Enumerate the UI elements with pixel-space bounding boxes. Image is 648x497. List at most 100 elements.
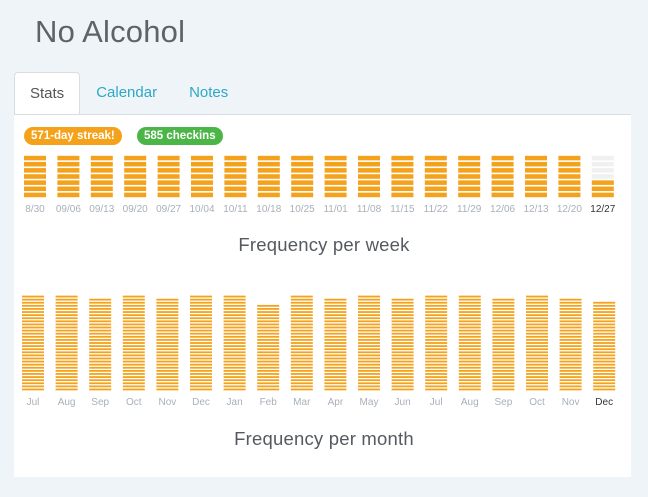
bar-segment [290, 366, 313, 369]
bar-segment [257, 314, 280, 317]
bar-segment [391, 369, 414, 372]
bar-segment [491, 192, 514, 198]
bar-segment [558, 180, 581, 185]
bar-segment [55, 366, 78, 369]
bar-segment [191, 155, 213, 161]
bar-segment [124, 192, 147, 198]
bar-segment [525, 161, 547, 167]
bar-segment [492, 320, 515, 323]
bar-segment [492, 345, 515, 347]
bar-segment [122, 326, 145, 329]
bar-segment [223, 354, 246, 357]
bar-segment [358, 180, 380, 185]
bar-1-5 [190, 295, 212, 391]
bar-segment [491, 180, 514, 185]
bar-1-15 [526, 295, 548, 391]
bar-segment [257, 388, 280, 391]
bar-segment [391, 308, 414, 310]
bar-segment [492, 308, 515, 310]
bar-segment [89, 345, 112, 347]
x-tick-label: 10/18 [256, 204, 281, 215]
bar-segment [122, 323, 145, 326]
tab-notes[interactable]: Notes [189, 84, 229, 101]
bar-segment [358, 174, 380, 179]
bar-segment [190, 385, 212, 388]
bar-segment [89, 332, 112, 335]
bar-segment [492, 314, 515, 317]
bar-segment [290, 320, 313, 323]
bar-segment [291, 168, 314, 173]
bar-segment [190, 382, 212, 385]
bar-segment [190, 339, 212, 341]
bar-segment [22, 357, 44, 360]
bar-segment [290, 360, 313, 363]
bar-segment [526, 354, 548, 357]
bar-segment [558, 192, 581, 198]
bar-segment [290, 314, 313, 317]
bar-segment [122, 298, 145, 301]
bar-segment [190, 308, 212, 310]
bar-segment [90, 174, 113, 179]
bar-segment [156, 329, 179, 332]
bar-segment [190, 332, 212, 335]
bar-segment [559, 363, 582, 366]
bar-segment [257, 342, 280, 344]
bar-segment [391, 311, 414, 313]
bar-segment [425, 382, 448, 385]
bar-segment [425, 354, 448, 357]
bar-segment [559, 298, 582, 301]
bar-segment [190, 295, 212, 298]
bar-segment [391, 329, 414, 332]
bar-segment [257, 360, 280, 363]
bar-segment [24, 168, 46, 173]
bar-segment [190, 351, 212, 354]
empty-segment [591, 155, 614, 161]
bar-segment [90, 168, 113, 173]
bar-segment [559, 354, 582, 357]
tab-calendar[interactable]: Calendar [96, 84, 158, 101]
bar-segment [358, 342, 380, 344]
bar-segment [156, 345, 179, 347]
bar-segment [324, 298, 347, 301]
bar-segment [89, 385, 112, 388]
bar-segment [492, 376, 515, 378]
bar-segment [526, 314, 548, 317]
bar-segment [492, 329, 515, 332]
bar-segment [122, 348, 145, 351]
bar-segment [89, 348, 112, 351]
bar-segment [324, 379, 347, 382]
bar-segment [324, 304, 347, 307]
bar-segment [122, 385, 145, 388]
bar-segment [156, 348, 179, 351]
bar-segment [491, 161, 514, 167]
bar-segment [391, 363, 414, 366]
bar-segment [593, 376, 616, 378]
bar-segment [593, 332, 616, 335]
bar-segment [156, 323, 179, 326]
tab-stats[interactable]: Stats [14, 72, 81, 116]
bar-segment [425, 311, 448, 313]
bar-segment [257, 357, 280, 360]
bar-segment [89, 329, 112, 332]
bar-segment [223, 373, 246, 375]
bar-segment [358, 388, 380, 391]
bar-segment [391, 366, 414, 369]
bar-segment [324, 301, 347, 304]
bar-segment [24, 186, 46, 192]
bar-segment [425, 348, 448, 351]
bar-segment [90, 161, 113, 167]
bar-segment [526, 373, 548, 375]
bar-segment [458, 369, 481, 372]
bar-segment [358, 369, 380, 372]
bar-segment [223, 326, 246, 329]
bar-segment [526, 379, 548, 382]
bar-segment [492, 301, 515, 304]
bar-segment [593, 339, 616, 341]
bar-segment [22, 311, 44, 313]
bar-segment [458, 363, 481, 366]
bar-segment [358, 320, 380, 323]
bar-segment [122, 373, 145, 375]
bar-segment [526, 351, 548, 354]
bar-segment [89, 342, 112, 344]
bar-segment [526, 332, 548, 335]
